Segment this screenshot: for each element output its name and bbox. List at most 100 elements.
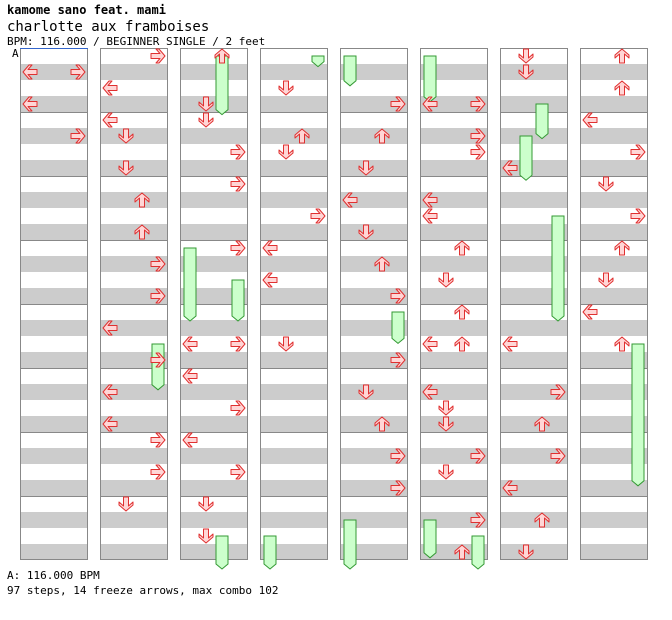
beat-stripe bbox=[180, 512, 248, 528]
step-arrow-right bbox=[230, 176, 246, 192]
step-arrow-down bbox=[118, 496, 134, 512]
beat-stripe bbox=[20, 320, 88, 336]
beat-stripe bbox=[580, 384, 648, 400]
beat-stripe bbox=[20, 352, 88, 368]
beat-stripe bbox=[580, 288, 648, 304]
step-arrow-down bbox=[198, 528, 214, 544]
beat-stripe bbox=[180, 96, 248, 112]
step-arrow-right bbox=[390, 448, 406, 464]
beat-stripe bbox=[260, 320, 328, 336]
step-arrow-up bbox=[614, 240, 630, 256]
step-arrow-right bbox=[310, 208, 326, 224]
beat-stripe bbox=[420, 512, 488, 528]
beat-stripe bbox=[180, 256, 248, 272]
beat-stripe bbox=[20, 160, 88, 176]
beat-stripe bbox=[500, 256, 568, 272]
step-arrow-down bbox=[598, 272, 614, 288]
freeze-arrow-up bbox=[215, 55, 229, 116]
beat-stripe bbox=[20, 192, 88, 208]
step-arrow-left bbox=[102, 80, 118, 96]
bpm-change-marker: A bbox=[12, 47, 19, 60]
step-arrow-up bbox=[134, 192, 150, 208]
beat-stripe bbox=[260, 256, 328, 272]
step-arrow-right bbox=[70, 64, 86, 80]
beat-stripe bbox=[180, 384, 248, 400]
step-arrow-right bbox=[230, 464, 246, 480]
freeze-arrow-right bbox=[551, 215, 565, 322]
beat-stripe bbox=[260, 288, 328, 304]
beat-stripe bbox=[180, 352, 248, 368]
beat-stripe bbox=[100, 448, 168, 464]
step-arrow-down bbox=[198, 496, 214, 512]
step-arrow-right bbox=[230, 144, 246, 160]
beat-stripe bbox=[180, 480, 248, 496]
beat-stripe bbox=[420, 256, 488, 272]
beat-stripe bbox=[20, 384, 88, 400]
beat-stripe bbox=[500, 128, 568, 144]
beat-stripe bbox=[100, 224, 168, 240]
step-arrow-down bbox=[518, 64, 534, 80]
beat-stripe bbox=[100, 416, 168, 432]
beat-stripe bbox=[580, 544, 648, 560]
step-arrow-down bbox=[438, 416, 454, 432]
step-arrow-up bbox=[534, 416, 550, 432]
step-arrow-right bbox=[230, 240, 246, 256]
beat-stripe bbox=[20, 544, 88, 560]
beat-stripe bbox=[260, 480, 328, 496]
beat-stripe bbox=[180, 416, 248, 432]
step-arrow-down bbox=[198, 96, 214, 112]
step-arrow-right bbox=[630, 208, 646, 224]
step-arrow-left bbox=[422, 336, 438, 352]
beat-stripe bbox=[340, 512, 408, 528]
beat-stripe bbox=[340, 256, 408, 272]
beat-stripe bbox=[20, 448, 88, 464]
step-arrow-left bbox=[22, 64, 38, 80]
step-arrow-down bbox=[358, 384, 374, 400]
step-arrow-left bbox=[422, 96, 438, 112]
beat-stripe bbox=[580, 320, 648, 336]
beat-stripe bbox=[260, 352, 328, 368]
beat-stripe bbox=[580, 512, 648, 528]
beat-stripe bbox=[100, 288, 168, 304]
beat-stripe bbox=[500, 224, 568, 240]
step-arrow-right bbox=[390, 480, 406, 496]
beat-stripe bbox=[100, 96, 168, 112]
beat-stripe bbox=[260, 416, 328, 432]
beat-stripe bbox=[260, 512, 328, 528]
beat-stripe bbox=[420, 448, 488, 464]
beat-stripe bbox=[500, 320, 568, 336]
chart-column bbox=[20, 48, 88, 560]
beat-stripe bbox=[180, 320, 248, 336]
beat-stripe bbox=[420, 192, 488, 208]
beat-stripe bbox=[180, 192, 248, 208]
beat-stripe bbox=[20, 64, 88, 80]
step-arrow-down bbox=[118, 128, 134, 144]
beat-stripe bbox=[260, 384, 328, 400]
step-arrow-down bbox=[598, 176, 614, 192]
beat-stripe bbox=[340, 416, 408, 432]
step-arrow-up bbox=[134, 224, 150, 240]
beat-stripe bbox=[180, 224, 248, 240]
beat-stripe bbox=[500, 352, 568, 368]
beat-stripe bbox=[340, 96, 408, 112]
freeze-arrow-right bbox=[231, 279, 245, 322]
beat-stripe bbox=[20, 96, 88, 112]
step-arrow-down bbox=[358, 224, 374, 240]
freeze-arrow-left bbox=[343, 519, 357, 570]
chart-stats: 97 steps, 14 freeze arrows, max combo 10… bbox=[7, 584, 279, 597]
step-arrow-up bbox=[454, 304, 470, 320]
bpm-legend: A: 116.000 BPM bbox=[7, 569, 100, 582]
freeze-arrow-right bbox=[471, 535, 485, 570]
step-arrow-left bbox=[182, 368, 198, 384]
beat-stripe bbox=[580, 352, 648, 368]
step-arrow-up bbox=[614, 48, 630, 64]
step-arrow-left bbox=[182, 432, 198, 448]
freeze-arrow-down bbox=[519, 135, 533, 181]
beat-stripe bbox=[100, 64, 168, 80]
step-arrow-left bbox=[262, 240, 278, 256]
beat-stripe bbox=[420, 352, 488, 368]
freeze-arrow-left bbox=[263, 535, 277, 570]
beat-stripe bbox=[420, 64, 488, 80]
step-arrow-left bbox=[502, 480, 518, 496]
